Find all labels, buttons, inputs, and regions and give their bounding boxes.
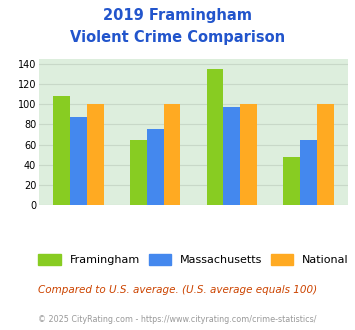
Bar [300,140,317,205]
Text: 2019 Framingham: 2019 Framingham [103,8,252,23]
Bar [240,105,257,205]
Bar [147,129,164,205]
Bar [317,105,334,205]
Bar [87,105,104,205]
Text: © 2025 CityRating.com - https://www.cityrating.com/crime-statistics/: © 2025 CityRating.com - https://www.city… [38,315,317,324]
Bar [130,140,147,205]
Bar [70,117,87,205]
Legend: Framingham, Massachusetts, National: Framingham, Massachusetts, National [38,254,349,265]
Text: Violent Crime Comparison: Violent Crime Comparison [70,30,285,45]
Bar [283,156,300,205]
Bar [223,108,240,205]
Text: Compared to U.S. average. (U.S. average equals 100): Compared to U.S. average. (U.S. average … [38,285,317,295]
Bar [53,96,70,205]
Bar [164,105,180,205]
Bar [207,69,223,205]
